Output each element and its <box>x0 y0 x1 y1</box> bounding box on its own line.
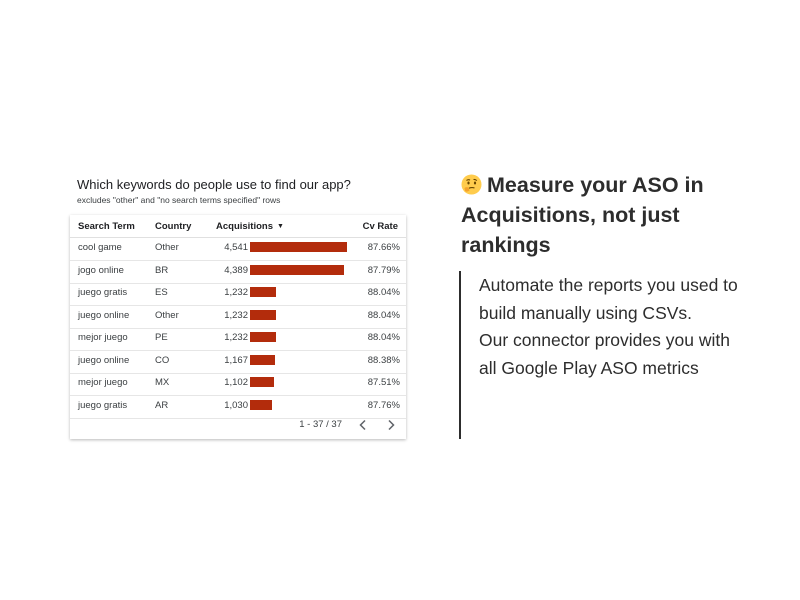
acquisitions-bar <box>250 264 344 275</box>
cell-cv-rate: 87.76% <box>367 399 400 411</box>
cell-acquisitions: 1,167 <box>224 354 248 366</box>
cell-country: MX <box>155 377 170 388</box>
table-row[interactable]: juego gratis ES 1,232 88.04% <box>70 283 406 306</box>
promo-body-line-1: Automate the reports you used to build m… <box>479 275 738 323</box>
cell-country: ES <box>155 287 168 298</box>
table-row[interactable]: jogo online BR 4,389 87.79% <box>70 261 406 284</box>
table-row[interactable]: mejor juego MX 1,102 87.51% <box>70 373 406 396</box>
cell-cv-rate: 88.04% <box>367 309 400 321</box>
cell-country: AR <box>155 399 169 411</box>
cell-acquisitions: 4,541 <box>224 242 248 253</box>
promo-headline-text: Measure your ASO in Acquisitions, not ju… <box>461 173 704 257</box>
column-header-acquisitions[interactable]: Acquisitions ▼ <box>216 221 284 232</box>
report-subtitle: excludes "other" and "no search terms sp… <box>77 195 281 205</box>
thinking-face-icon <box>461 173 482 195</box>
column-header-acquisitions-label: Acquisitions <box>216 221 274 232</box>
column-header-search-term[interactable]: Search Term <box>78 221 135 232</box>
quote-divider <box>459 271 461 439</box>
acquisitions-bar <box>250 287 276 297</box>
cell-search-term: cool game <box>78 242 122 253</box>
pagination: 1 - 37 / 37 <box>70 413 406 439</box>
acquisitions-bar <box>250 377 274 387</box>
table-row[interactable]: juego online CO 1,167 88.38% <box>70 351 406 374</box>
promo-headline: Measure your ASO in Acquisitions, not ju… <box>461 170 761 260</box>
cell-cv-rate: 87.79% <box>367 264 400 276</box>
sort-descending-icon: ▼ <box>277 223 284 230</box>
acquisitions-bar <box>250 399 272 410</box>
cell-country: PE <box>155 332 168 343</box>
cell-search-term: mejor juego <box>78 332 128 343</box>
cell-country: Other <box>155 309 179 321</box>
acquisitions-bar <box>250 354 275 365</box>
acquisitions-bar <box>250 332 276 342</box>
column-header-cv-rate[interactable]: Cv Rate <box>362 221 398 232</box>
cell-acquisitions: 1,232 <box>224 287 248 298</box>
cell-acquisitions: 4,389 <box>224 264 248 276</box>
cell-acquisitions: 1,232 <box>224 309 248 321</box>
report-title: Which keywords do people use to find our… <box>77 177 351 192</box>
cell-cv-rate: 87.51% <box>367 377 400 388</box>
chevron-right-icon[interactable] <box>384 418 398 432</box>
cell-search-term: juego online <box>78 354 130 366</box>
cell-search-term: jogo online <box>78 264 124 276</box>
promo-body-line-2: Our connector provides you with all Goog… <box>479 330 730 378</box>
cell-country: Other <box>155 242 179 253</box>
cell-country: BR <box>155 264 169 276</box>
table-row[interactable]: cool game Other 4,541 87.66% <box>70 238 406 261</box>
table-row[interactable]: juego online Other 1,232 88.04% <box>70 306 406 329</box>
cell-search-term: juego gratis <box>78 287 128 298</box>
cell-cv-rate: 87.66% <box>367 242 400 253</box>
table-row[interactable]: mejor juego PE 1,232 88.04% <box>70 328 406 351</box>
acquisitions-bar <box>250 309 276 320</box>
cell-cv-rate: 88.04% <box>367 332 400 343</box>
cell-acquisitions: 1,030 <box>224 399 248 411</box>
cell-cv-rate: 88.38% <box>367 354 400 366</box>
cell-acquisitions: 1,232 <box>224 332 248 343</box>
cell-search-term: juego online <box>78 309 130 321</box>
cell-country: CO <box>155 354 170 366</box>
cell-search-term: juego gratis <box>78 399 128 411</box>
acquisitions-bar <box>250 242 347 252</box>
table-row[interactable]: juego gratis AR 1,030 87.76% <box>70 396 406 419</box>
table-header: Search Term Country Acquisitions ▼ Cv Rat… <box>70 215 406 238</box>
cell-cv-rate: 88.04% <box>367 287 400 298</box>
chevron-left-icon[interactable] <box>356 418 370 432</box>
cell-acquisitions: 1,102 <box>224 377 248 388</box>
cell-search-term: mejor juego <box>78 377 128 388</box>
pagination-range: 1 - 37 / 37 <box>299 419 342 430</box>
promo-body: Automate the reports you used to build m… <box>479 272 739 382</box>
keywords-table: Search Term Country Acquisitions ▼ Cv Rat… <box>70 215 406 439</box>
column-header-country[interactable]: Country <box>155 221 192 232</box>
